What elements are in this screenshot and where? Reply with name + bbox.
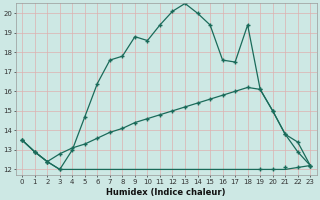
X-axis label: Humidex (Indice chaleur): Humidex (Indice chaleur) bbox=[107, 188, 226, 197]
